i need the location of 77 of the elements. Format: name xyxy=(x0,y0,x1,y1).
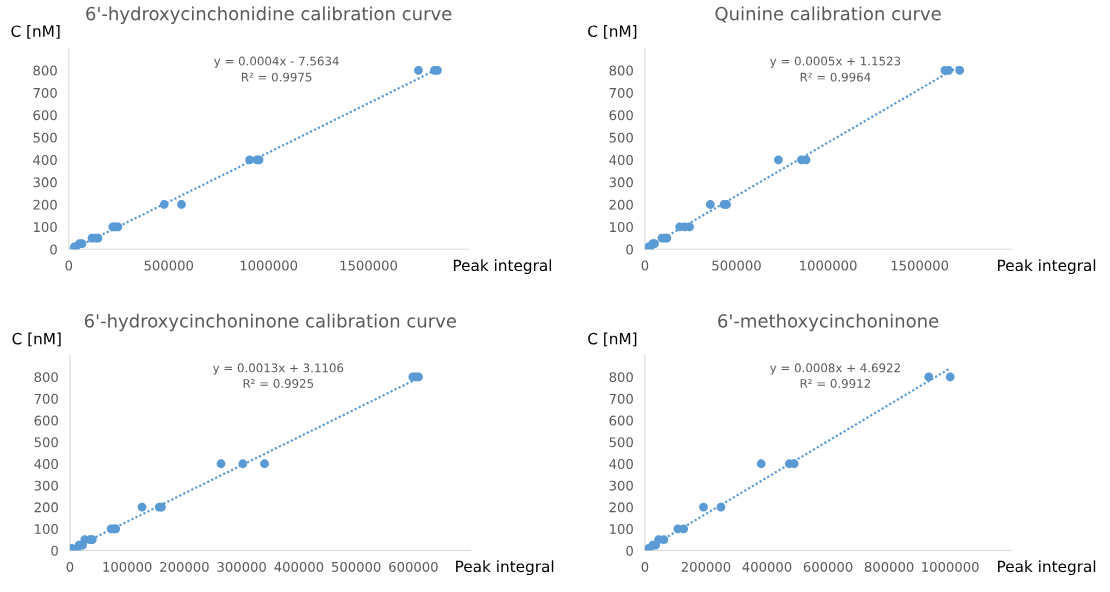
x-tick-label: 600000 xyxy=(803,561,853,572)
y-tick-label: 800 xyxy=(33,65,57,76)
y-tick-label: 800 xyxy=(34,372,58,383)
x-tick-label: 0 xyxy=(641,561,649,572)
y-tick-label: 700 xyxy=(33,87,57,98)
y-tick-label: 200 xyxy=(609,199,633,210)
y-tick-label: 400 xyxy=(609,458,633,469)
y-tick-label: 0 xyxy=(50,244,57,255)
x-tick-label: 600000 xyxy=(389,561,438,572)
y-tick-label: 200 xyxy=(609,502,633,513)
y-tick-label: 200 xyxy=(33,199,57,210)
y-axis-title: C [nM] xyxy=(588,25,637,39)
chart-title: Quinine calibration curve xyxy=(715,6,941,23)
y-axis-title: C [nM] xyxy=(588,332,637,347)
x-tick-label: 0 xyxy=(65,260,73,271)
annotation: R² = 0.9975 xyxy=(241,72,312,82)
x-tick-label: 1000000 xyxy=(922,561,979,572)
y-tick-label: 500 xyxy=(33,132,57,143)
y-tick-label: 400 xyxy=(34,458,58,469)
y-tick-label: 200 xyxy=(34,502,58,513)
annotation: R² = 0.9925 xyxy=(243,379,314,388)
annotation: y = 0.0004x - 7.5634 xyxy=(214,56,339,68)
y-tick-label: 600 xyxy=(34,415,58,426)
x-tick-label: 0 xyxy=(641,260,649,271)
x-axis-title: Peak integral xyxy=(456,560,554,576)
x-axis-title: Peak integral xyxy=(998,560,1096,576)
y-tick-label: 800 xyxy=(609,65,633,76)
y-tick-label: 700 xyxy=(609,393,633,404)
y-tick-label: 600 xyxy=(609,110,633,121)
y-tick-label: 0 xyxy=(51,545,58,556)
x-tick-label: 200000 xyxy=(681,561,731,572)
y-tick-label: 100 xyxy=(610,222,633,233)
x-tick-label: 500000 xyxy=(712,260,761,271)
x-axis-title: Peak integral xyxy=(998,259,1096,275)
y-tick-label: 700 xyxy=(34,393,58,404)
y-tick-label: 500 xyxy=(609,437,633,448)
x-tick-label: 400000 xyxy=(274,561,324,572)
y-tick-label: 500 xyxy=(609,132,633,143)
y-tick-label: 300 xyxy=(609,480,633,491)
x-tick-label: 1500000 xyxy=(340,260,398,271)
y-tick-label: 400 xyxy=(33,154,57,165)
y-tick-label: 300 xyxy=(609,177,633,188)
x-tick-label: 500000 xyxy=(144,260,194,271)
x-tick-label: 300000 xyxy=(217,561,266,572)
x-tick-label: 400000 xyxy=(742,561,792,572)
x-tick-label: 200000 xyxy=(160,561,209,572)
x-tick-label: 800000 xyxy=(864,561,914,572)
y-tick-label: 0 xyxy=(626,545,633,556)
chart-title: 6'-methoxycinchoninone xyxy=(718,313,939,332)
y-tick-label: 500 xyxy=(34,437,58,448)
x-tick-label: 1000000 xyxy=(240,260,298,271)
annotation: y = 0.0005x + 1.1523 xyxy=(770,56,901,68)
x-tick-label: 0 xyxy=(66,561,74,572)
x-axis-title: Peak integral xyxy=(453,259,552,275)
chart-title: 6'-hydroxycinchoninone calibration curve xyxy=(84,313,456,332)
x-tick-label: 1500000 xyxy=(891,260,949,271)
y-tick-label: 600 xyxy=(609,415,633,426)
x-tick-label: 1000000 xyxy=(800,260,857,271)
annotation: R² = 0.9912 xyxy=(800,379,871,388)
y-tick-label: 700 xyxy=(609,87,633,98)
y-tick-label: 800 xyxy=(609,372,633,383)
y-tick-label: 100 xyxy=(33,222,57,233)
y-tick-label: 0 xyxy=(626,244,633,255)
y-tick-label: 400 xyxy=(609,154,633,165)
y-axis-title: C [nM] xyxy=(11,25,60,39)
x-tick-label: 500000 xyxy=(331,561,381,572)
chart-title: 6'-hydroxycinchonidine calibration curve xyxy=(86,6,452,24)
y-tick-label: 300 xyxy=(33,177,57,188)
y-tick-label: 600 xyxy=(33,110,57,121)
y-axis-title: C [nM] xyxy=(12,332,61,347)
y-tick-label: 300 xyxy=(34,480,58,491)
x-tick-label: 100000 xyxy=(103,561,152,572)
annotation: y = 0.0013x + 3.1106 xyxy=(212,363,344,375)
annotation: R² = 0.9964 xyxy=(800,72,871,82)
y-tick-label: 100 xyxy=(35,524,58,535)
y-tick-label: 100 xyxy=(610,524,633,535)
annotation: y = 0.0008x + 4.6922 xyxy=(770,363,900,375)
